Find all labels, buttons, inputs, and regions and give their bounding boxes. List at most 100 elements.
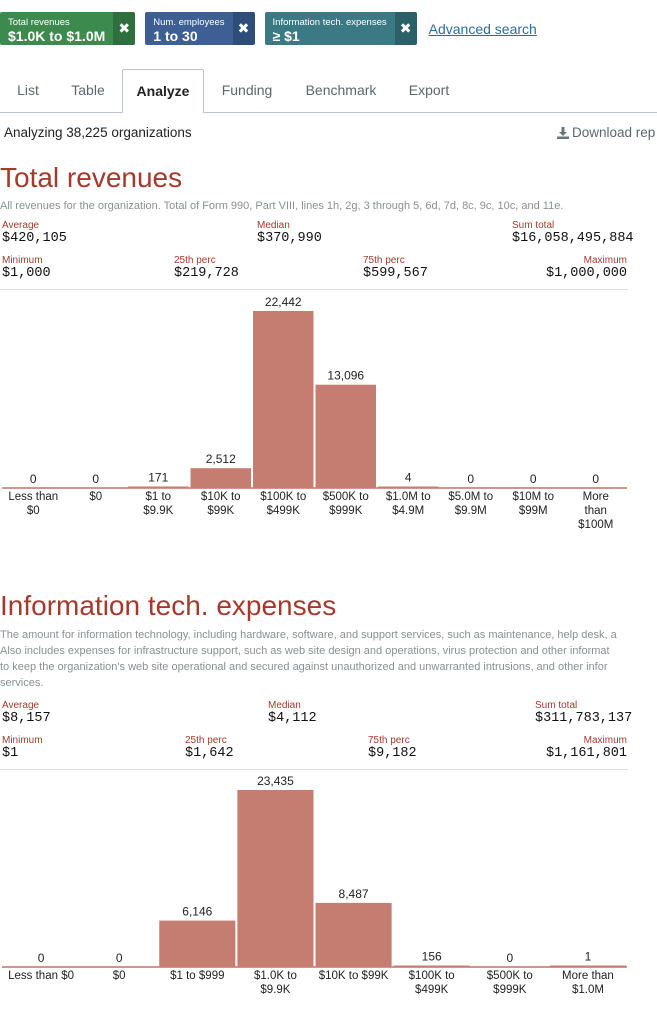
bar-value-label: 1 <box>585 950 592 964</box>
advanced-search-link[interactable]: Advanced search <box>428 20 537 37</box>
stat-75th-percentile: 75th perc $9,182 <box>368 735 417 762</box>
analyzing-count: Analyzing 38,225 organizations <box>4 125 192 140</box>
category-label: $1.0M to <box>386 491 431 503</box>
bar-value-label: 171 <box>148 471 168 485</box>
stat-label: Maximum <box>583 255 627 266</box>
category-label: $1.0M <box>572 984 604 996</box>
stat-label: Median <box>257 220 290 231</box>
tab-bar: List Table Analyze Funding Benchmark Exp… <box>0 69 657 114</box>
stat-median: Median $370,990 <box>257 220 322 247</box>
stat-value: $420,105 <box>2 231 67 246</box>
stat-value: $219,728 <box>174 266 239 281</box>
category-label: $100M <box>578 519 613 531</box>
filter-pill-body[interactable]: Total revenues $1.0K to $1.0M <box>0 12 114 45</box>
bar-value-label: 13,096 <box>327 369 364 383</box>
category-label: Less than $0 <box>8 970 74 982</box>
category-label: $100K to <box>260 491 306 503</box>
tab-export[interactable]: Export <box>408 82 450 98</box>
stat-75th-percentile: 75th perc $599,567 <box>363 255 428 282</box>
tab-benchmark[interactable]: Benchmark <box>305 82 377 98</box>
stat-median: Median $4,112 <box>268 700 317 727</box>
category-label: $5.0M to <box>448 491 493 503</box>
bar-value-label: 0 <box>38 951 45 965</box>
category-label: $10K to <box>201 491 241 503</box>
stat-25th-percentile: 25th perc $1,642 <box>185 735 234 762</box>
close-icon[interactable]: ✖ <box>394 12 417 45</box>
close-icon[interactable]: ✖ <box>232 12 255 45</box>
histogram-bar <box>237 790 314 967</box>
filter-pill-total-revenues[interactable]: Total revenues $1.0K to $1.0M ✖ <box>0 12 136 45</box>
bar-value-label: 156 <box>422 950 442 964</box>
bar-value-label: 0 <box>30 472 37 486</box>
stat-label: Average <box>2 700 40 711</box>
category-label: $99M <box>519 505 548 517</box>
stat-label: 75th perc <box>368 735 410 746</box>
stat-average: Average $420,105 <box>2 220 67 247</box>
category-label: $999K <box>493 984 527 996</box>
stat-minimum: Minimum $1,000 <box>2 255 51 282</box>
revenue-histogram: 0 Less than $0 0 $0 171 $1 to $9.9K 2,512 $10K to… <box>2 295 627 531</box>
tab-table[interactable]: Table <box>71 82 105 98</box>
stat-value: $1,000,000 <box>545 266 627 281</box>
section-description: All revenues for the organization. Total… <box>0 198 657 214</box>
filter-caption: Total revenues <box>8 16 70 28</box>
filter-pill-it-expenses[interactable]: Information tech. expenses ≥ $1 ✖ <box>264 12 417 45</box>
tab-analyze[interactable]: Analyze <box>122 69 204 114</box>
bar-value-label: 6,146 <box>182 905 212 919</box>
histogram-bar <box>315 384 376 488</box>
category-label: than <box>585 505 607 517</box>
bar-value-label: 0 <box>506 951 513 965</box>
category-label: $99K <box>207 505 234 517</box>
filter-pill-body[interactable]: Num. employees 1 to 30 <box>145 12 233 45</box>
stat-sum-total: Sum total $311,783,137 <box>535 700 632 727</box>
stat-maximum: Maximum $1,000,000 <box>546 255 627 282</box>
category-label: $499K <box>415 984 449 996</box>
stat-value: $311,783,137 <box>535 711 633 726</box>
bar-value-label: 0 <box>592 472 599 486</box>
filter-caption: Num. employees <box>153 16 225 28</box>
bar-value-label: 4 <box>405 471 412 485</box>
stat-value: $1,000 <box>2 266 51 281</box>
bar-value-label: 0 <box>530 472 537 486</box>
download-report-link[interactable]: Download rep <box>557 125 655 140</box>
stat-value: $4,112 <box>268 711 317 726</box>
histogram-bar <box>128 486 189 488</box>
bar-value-label: 8,487 <box>339 887 369 901</box>
stat-25th-percentile: 25th perc $219,728 <box>174 255 239 282</box>
filter-value: $1.0K to $1.0M <box>8 27 106 44</box>
stat-label: Sum total <box>535 700 578 711</box>
histogram-bar <box>315 902 392 967</box>
histogram-bar <box>549 965 626 967</box>
close-icon[interactable]: ✖ <box>113 12 136 45</box>
description-line: The amount for information technology, i… <box>0 629 617 641</box>
download-icon <box>557 127 569 139</box>
tab-funding[interactable]: Funding <box>221 82 273 98</box>
stat-maximum: Maximum $1,161,801 <box>546 735 627 762</box>
category-label: $0 <box>27 505 40 517</box>
download-label: Download rep <box>572 125 656 140</box>
filter-pill-num-employees[interactable]: Num. employees 1 to 30 ✖ <box>145 12 255 45</box>
histogram-bar <box>159 920 236 967</box>
filter-caption: Information tech. expenses <box>272 16 387 28</box>
tab-list[interactable]: List <box>17 82 39 98</box>
section-divider <box>0 289 628 290</box>
filter-pill-body[interactable]: Information tech. expenses ≥ $1 <box>264 12 395 45</box>
stat-average: Average $8,157 <box>2 700 51 727</box>
stat-label: Average <box>2 220 40 231</box>
section-title-it-expenses: Information tech. expenses <box>0 590 337 621</box>
category-label: $4.9M <box>392 505 424 517</box>
stat-sum-total: Sum total $16,058,495,884 <box>512 220 634 247</box>
stat-value: $1 <box>2 746 19 761</box>
category-label: $1.0K to <box>254 970 297 982</box>
filter-value: ≥ $1 <box>272 27 300 44</box>
histogram-bar <box>253 311 314 488</box>
bar-value-label: 0 <box>467 472 474 486</box>
section-description: The amount for information technology, i… <box>0 627 657 691</box>
category-label: $999K <box>329 505 363 517</box>
bar-value-label: 23,435 <box>257 774 294 788</box>
bar-value-label: 0 <box>92 472 99 486</box>
histogram-bar <box>378 486 439 488</box>
stat-label: Sum total <box>512 220 555 231</box>
category-label: More <box>583 491 609 503</box>
category-label: $100K to <box>409 970 455 982</box>
